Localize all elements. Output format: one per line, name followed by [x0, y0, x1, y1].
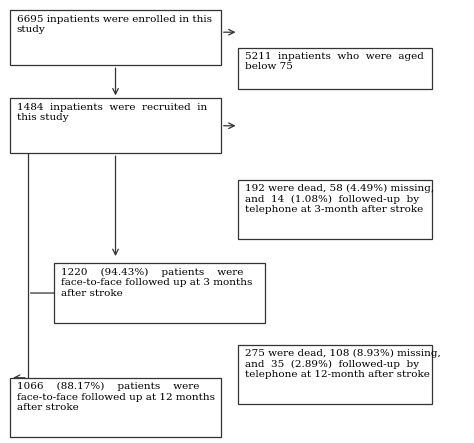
Text: 275 were dead, 108 (8.93%) missing,
and  35  (2.89%)  followed-up  by
telephone : 275 were dead, 108 (8.93%) missing, and … — [245, 349, 441, 379]
FancyBboxPatch shape — [10, 378, 221, 437]
FancyBboxPatch shape — [54, 263, 265, 323]
Text: 5211  inpatients  who  were  aged
below 75: 5211 inpatients who were aged below 75 — [245, 52, 424, 71]
FancyBboxPatch shape — [238, 345, 431, 404]
FancyBboxPatch shape — [10, 10, 221, 65]
Text: 1484  inpatients  were  recruited  in
this study: 1484 inpatients were recruited in this s… — [17, 103, 207, 122]
FancyBboxPatch shape — [238, 180, 431, 239]
Text: 1220    (94.43%)    patients    were
face-to-face followed up at 3 months
after : 1220 (94.43%) patients were face-to-face… — [61, 268, 252, 298]
FancyBboxPatch shape — [10, 98, 221, 153]
FancyBboxPatch shape — [238, 47, 431, 89]
Text: 6695 inpatients were enrolled in this
study: 6695 inpatients were enrolled in this st… — [17, 15, 212, 34]
Text: 1066    (88.17%)    patients    were
face-to-face followed up at 12 months
after: 1066 (88.17%) patients were face-to-face… — [17, 382, 215, 412]
Text: 192 were dead, 58 (4.49%) missing,
and  14  (1.08%)  followed-up  by
telephone a: 192 were dead, 58 (4.49%) missing, and 1… — [245, 184, 434, 214]
